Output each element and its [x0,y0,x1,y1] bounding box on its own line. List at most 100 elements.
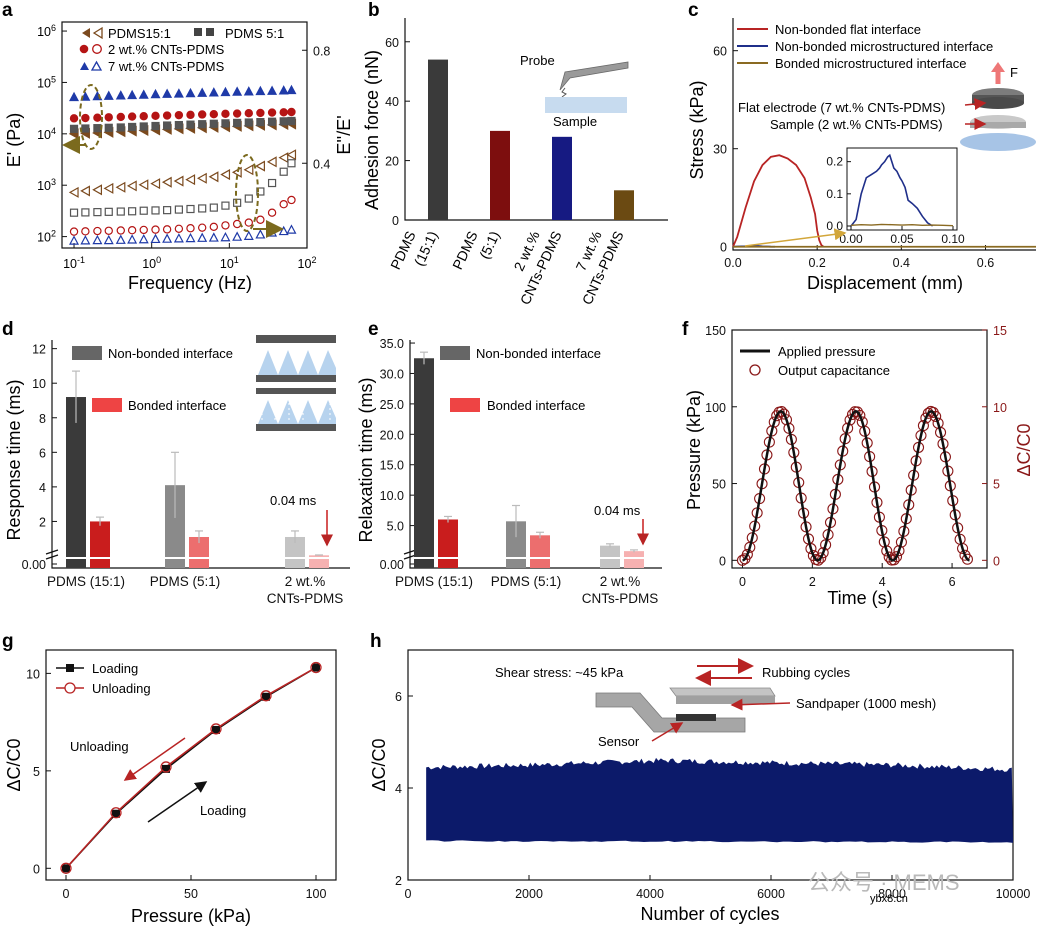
panel-d-letter: d [2,319,14,340]
a-square-ratio-1-18 [279,167,288,176]
d-ytick-label-1: 2 [39,515,46,529]
e-bar-0-0 [414,358,434,568]
sandpaper-label: Sandpaper (1000 mesh) [796,696,936,711]
c-ytick-label-2: 60 [713,45,727,59]
a-circle-storage-2-6 [139,112,148,121]
panel-f-marks [736,405,973,566]
panel-d-marks [66,370,329,568]
g-xtick-label-2: 100 [306,887,327,901]
a-square-storage-1-7 [151,121,160,131]
e-bar-1-0 [438,519,458,568]
g-line-0 [65,666,317,869]
g-loading-point-4 [262,692,270,701]
a-square-storage-1-2 [93,124,102,133]
a-square-ratio-1-9 [174,205,183,214]
a-triangle-ratio-3-4 [115,234,126,244]
g-loading-point-0 [62,864,70,873]
e-bar-0-2 [600,545,620,568]
panel-f-xlabel: Time (s) [827,588,892,608]
panel-h-marks [426,757,1013,843]
panel-g-letter: g [2,631,14,652]
a-square-ratio-1-10 [186,204,195,214]
panel-a-ellipse-right [235,154,259,232]
sensor-pointer [651,722,684,742]
a-triangle-storage-3-3 [103,90,114,100]
legend-g-unloading: Unloading [92,681,151,696]
a-square-storage-1-12 [209,119,218,128]
c-ytick-label-1: 30 [713,143,727,157]
legend-a-pdms151: PDMS15:1 [108,26,171,41]
c-xtick-label-2: 0.4 [893,256,910,270]
b-bar-3 [614,190,634,220]
panel-f-frame [731,329,988,569]
panel-f-ticks: 0 2 4 6 0 50 100 150 0 5 10 15 [705,324,1007,589]
d-bar-1-1 [189,536,209,568]
a-circle-ratio-2-12 [209,222,219,232]
a-tri-left-ratio-0-18 [278,152,289,164]
legend-f-pressure: Applied pressure [778,344,876,359]
a-square-ratio-1-3 [104,207,113,216]
a-square-ratio-1-15 [244,194,253,203]
panel-c-ticks: 0.0 0.2 0.4 0.6 0 30 60 [713,45,994,270]
a-square-ratio-1-5 [128,207,137,216]
watermark-site: ybx8.cn [870,893,908,905]
panel-f: f 0 2 4 6 0 50 100 150 0 5 10 15 Applied pressure O… [682,319,1034,608]
a-triangle-ratio-3-15 [243,230,254,240]
e-bar-1-1 [530,535,550,568]
panel-c-inset: 0.00 0.05 0.10 0.0 0.1 0.2 [826,153,965,246]
e-ytick-label-7: 35.0 [380,337,404,351]
panel-d-ylabel: Response time (ms) [4,379,24,540]
panel-e-axes [409,340,662,569]
a-circle-storage-2-11 [197,110,207,119]
h-xtick-label-4: 8000 [878,887,906,901]
e-ytick-label-0: 0.00 [380,558,404,572]
a-ytick-label-0: 102 [37,229,56,245]
legend-g-circle [64,682,76,694]
legend-c-bonded: Bonded microstructured interface [775,56,966,71]
g-ytick-label-0: 0 [33,862,40,876]
a-square-ratio-1-6 [139,206,148,215]
b-ytick-label-1: 20 [385,155,399,169]
f-cap-point [854,409,866,421]
force-label: F [1010,65,1018,80]
a-circle-ratio-2-16 [256,215,265,224]
a-triangle-storage-3-17 [267,85,278,95]
c-inset-ytick-label-0: 0.0 [826,219,843,233]
a-triangle-ratio-3-5 [127,234,138,244]
f-xtick-label-3: 6 [949,575,956,589]
h-xtick-label-2: 4000 [636,887,664,901]
legend-a-tri-filled [80,62,89,70]
panel-d-axes [51,340,350,569]
panel-a-ylabel: E' (Pa) [4,113,24,167]
legend-a-tri-left-filled [82,28,90,38]
panel-e-letter: e [368,319,379,340]
e-bar-0-1 [506,521,526,568]
g-line-1 [65,666,317,869]
a-tri-left-ratio-0-17 [266,156,277,168]
c-inset-blue-line [850,153,934,227]
a-square-storage-1-16 [256,118,265,127]
legend-e-bonded: Bonded interface [487,398,585,413]
probe-label: Probe [520,53,555,68]
g-unloading-point-0 [60,862,72,874]
a-tri-left-ratio-0-3 [103,182,114,194]
panel-g-ylabel: ΔC/C0 [4,738,24,791]
c-inset-xtick-label-2: 0.10 [941,232,965,246]
legend-a-circle-open [92,44,102,54]
d-bar-0-0 [66,397,86,568]
a-y2tick-label-1: 0.8 [313,44,330,58]
a-tri-left-ratio-0-16 [255,160,265,172]
a-ytick-label-2: 104 [37,126,56,142]
a-circle-storage-2-9 [174,110,184,120]
h-ytick-label-2: 6 [395,690,402,704]
f-cap-point [888,554,900,566]
a-triangle-storage-3-13 [220,86,231,97]
a-tri-left-ratio-0-10 [185,174,196,186]
f-y2tick-label-0: 0 [993,554,1000,568]
f-xtick-label-1: 2 [809,575,816,589]
a-tri-left-ratio-0-5 [126,180,137,192]
d-xtick-label-0-0: PDMS (15:1) [47,574,125,589]
a-circle-ratio-2-5 [127,226,137,235]
a-square-ratio-1-13 [221,201,230,210]
a-square-storage-1-8 [163,121,172,130]
